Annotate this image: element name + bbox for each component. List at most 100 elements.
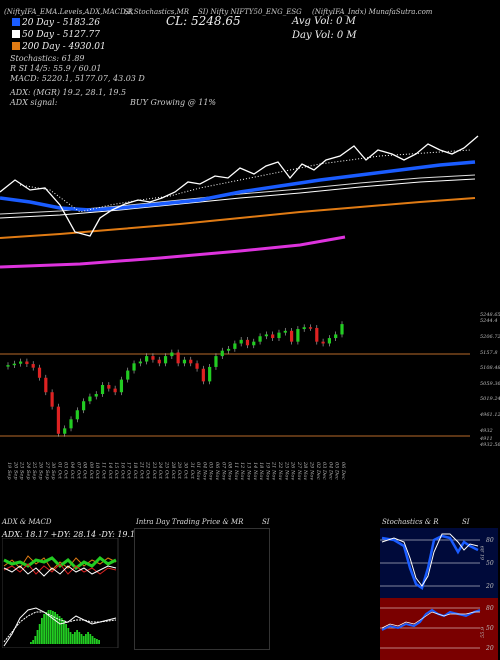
intraday-panel — [134, 528, 270, 650]
date-axis-label: 23 Sep — [19, 461, 25, 480]
date-axis-label: 16 Oct — [119, 462, 125, 480]
stoch-panel-si: SI — [462, 518, 470, 526]
candles-group — [6, 321, 344, 437]
date-axis-label: 09 Oct — [88, 462, 94, 480]
adx-readout: ADX: (MGR) 19.2, 28.1, 19.5 — [10, 88, 127, 97]
date-axis-label: 06 Dec — [340, 462, 346, 480]
candle-body — [6, 365, 10, 367]
date-axis-label: 31 Oct — [189, 462, 195, 480]
date-axis-label: 11 Nov — [233, 462, 239, 480]
day-volume: Day Vol: 0 M — [292, 30, 357, 41]
candle-body — [245, 339, 250, 346]
date-axis-label: 21 Oct — [138, 461, 144, 480]
date-axis-label: 05 Dec — [334, 462, 340, 480]
macd-bar — [96, 639, 98, 644]
legend-ema20: 20 Day - 5183.26 — [12, 18, 100, 28]
date-axis-label: 04 Oct — [69, 462, 75, 480]
macd-bar — [78, 632, 81, 644]
header-strip-1: (NiftyIFA_EMA.Levels,ADX,MACD,R — [4, 8, 133, 16]
date-axis-label: 25 Nov — [283, 461, 289, 480]
date-axis-label: 26 Nov — [290, 461, 296, 480]
date-axis-label: 12 Nov — [239, 462, 245, 480]
candle-body — [151, 356, 155, 360]
date-axis-label: 21 Nov — [271, 461, 277, 480]
header-strip-2: SI,Stochastics,MR — [124, 8, 190, 16]
stochastics-readout: Stochastics: 61.89 — [10, 54, 85, 63]
ema200-label: 200 Day - 4930.01 — [22, 42, 106, 52]
candle-body — [195, 363, 199, 369]
candle-body — [315, 327, 319, 342]
ema50-swatch — [12, 30, 20, 38]
candle-body — [302, 327, 306, 330]
ema20-line — [0, 160, 476, 212]
stoch-axis-20: 20 — [485, 583, 494, 590]
candle-body — [107, 385, 111, 389]
rsi-white-line — [381, 611, 480, 629]
ema50-label: 50 Day - 5127.77 — [22, 30, 100, 40]
price-axis-label: 4932 — [479, 428, 493, 434]
candle-body — [138, 361, 142, 364]
date-axis-label: 28 Oct — [170, 461, 176, 480]
macd-line — [3, 607, 117, 647]
candle-body — [100, 385, 105, 395]
date-axis-label: 13 Nov — [245, 462, 251, 480]
date-axis-label: 27 Sep — [44, 461, 50, 480]
candle-body — [214, 356, 218, 367]
macd-bar — [82, 636, 85, 644]
rsi-axis-80: 80 — [486, 605, 494, 612]
price-axis-label: 4961.12 — [479, 412, 500, 418]
date-axis-label: 29 Nov — [308, 461, 314, 480]
date-axis-label: 25 Oct — [164, 461, 170, 480]
candle-body — [12, 363, 16, 366]
candle-body — [31, 364, 35, 368]
macd-bar — [60, 618, 63, 644]
candle-body — [271, 334, 275, 339]
date-axis: 19 Sep 20 Sep 23 Sep 24 Sep 25 Sep 26 Sep 27 S… — [6, 461, 346, 480]
intraday-panel-si: SI — [262, 518, 270, 526]
candle-body — [50, 392, 54, 407]
candle-body — [308, 327, 313, 329]
macd-bar — [58, 616, 61, 644]
macd-bar — [56, 614, 59, 644]
macd-bar — [93, 638, 96, 644]
macd-bar — [36, 630, 39, 644]
date-axis-label: 04 Nov — [201, 462, 207, 480]
stoch-d-line — [381, 533, 479, 587]
macd-bar — [98, 640, 100, 644]
macd-signal — [3, 611, 117, 643]
date-axis-label: 25 Sep — [31, 461, 37, 480]
ema200-swatch — [12, 42, 20, 50]
candle-body — [56, 406, 61, 434]
macd-bar — [80, 634, 83, 644]
ema200-line — [0, 197, 476, 239]
date-axis-label: 30 Sep — [50, 462, 56, 480]
candle-body — [82, 401, 86, 411]
macd-bar — [91, 636, 94, 644]
stoch-axis-50: 50 — [486, 560, 494, 567]
stochastics-panel: 80 50 20 61.89 — [380, 528, 498, 598]
macd-bar — [47, 610, 50, 644]
price-axis-label: 5157.8 — [480, 350, 498, 356]
date-axis-label: 14 Oct — [107, 462, 113, 480]
candle-body — [264, 334, 268, 337]
candle-body — [239, 339, 243, 344]
candle-body — [327, 338, 331, 344]
date-axis-label: 10 Oct — [94, 462, 100, 480]
date-axis-label: 29 Oct — [176, 461, 182, 480]
candle-body — [283, 330, 287, 333]
macd-bar — [34, 636, 37, 644]
candle-body — [277, 332, 281, 339]
macd-bar — [87, 632, 89, 644]
candle-body — [25, 361, 29, 365]
rsi-current-value: 55.9 — [480, 626, 486, 638]
candle-body — [132, 363, 136, 371]
date-axis-label: 26 Sep — [38, 461, 44, 480]
price-axis-label: 5244.4 — [480, 318, 498, 324]
candle-body — [289, 330, 294, 342]
ema20-label: 20 Day - 5183.26 — [22, 18, 100, 28]
candle-body — [44, 377, 48, 393]
date-axis-label: 03 Oct — [63, 462, 69, 480]
date-axis-label: 22 Oct — [145, 461, 151, 480]
